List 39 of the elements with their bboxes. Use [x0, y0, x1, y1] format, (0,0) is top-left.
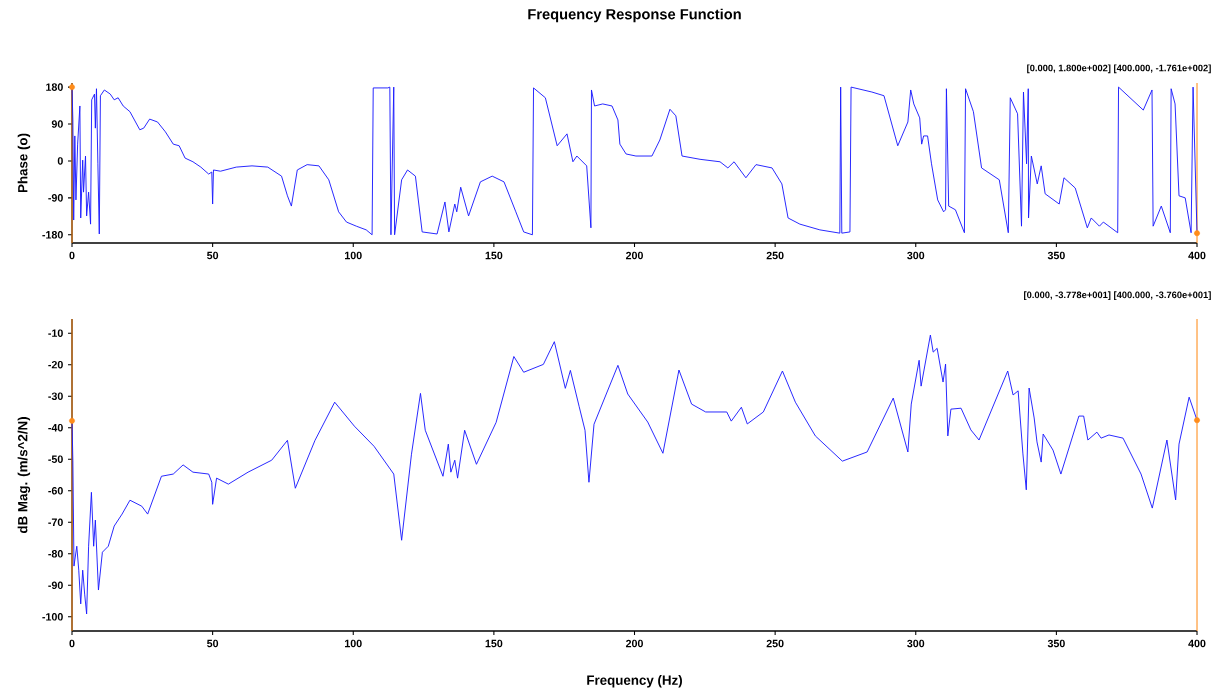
- y-tick-label: -70: [48, 518, 63, 527]
- y-tick-label: -180: [42, 231, 63, 239]
- y-tick-label: 180: [46, 83, 63, 91]
- x-axis-title: Frequency (Hz): [587, 675, 682, 688]
- x-tick-label: 50: [207, 639, 219, 648]
- y-tick-label: -80: [48, 550, 63, 558]
- x-tick-label: 100: [345, 251, 362, 260]
- x-tick-label: 300: [907, 251, 925, 260]
- x-tick-label: 350: [1047, 251, 1065, 260]
- x-tick-label: 150: [485, 251, 503, 260]
- x-tick-label: 150: [485, 639, 503, 648]
- y-axis-title: Phase (o): [17, 133, 31, 193]
- x-tick-label: 300: [907, 639, 925, 648]
- y-tick-label: -30: [48, 392, 63, 400]
- y-tick-label: 0: [57, 157, 63, 165]
- y-tick-label: 90: [51, 120, 63, 128]
- y-tick-label: -40: [48, 423, 63, 432]
- x-tick-label: 0: [69, 639, 75, 648]
- y-tick-label: -90: [48, 581, 63, 590]
- x-tick-label: 0: [69, 251, 75, 260]
- y-tick-label: -90: [48, 194, 63, 202]
- y-tick-label: -100: [42, 613, 63, 621]
- chart-title: Frequency Response Function: [528, 8, 741, 23]
- text: [0.000, 1.800e+002] [400.000, -1.761e+002]: [1027, 64, 1211, 74]
- y-tick-label: -20: [48, 360, 63, 369]
- text: [0.000, -3.778e+001] [400.000, -3.760e+001]: [1024, 291, 1211, 301]
- y-tick-label: -50: [48, 455, 63, 464]
- x-tick-label: 400: [1188, 251, 1206, 260]
- x-tick-label: 400: [1188, 639, 1206, 648]
- x-tick-label: 250: [766, 639, 784, 648]
- x-tick-label: 350: [1047, 639, 1065, 648]
- x-tick-label: 250: [766, 251, 784, 260]
- x-tick-label: 50: [207, 251, 219, 260]
- x-tick-label: 200: [625, 639, 643, 648]
- x-tick-label: 100: [345, 639, 362, 648]
- y-axis-title: dB Mag. (m/s^2/N): [17, 417, 31, 534]
- y-tick-label: -10: [48, 329, 63, 337]
- x-tick-label: 200: [625, 251, 643, 260]
- y-tick-label: -60: [48, 486, 63, 495]
